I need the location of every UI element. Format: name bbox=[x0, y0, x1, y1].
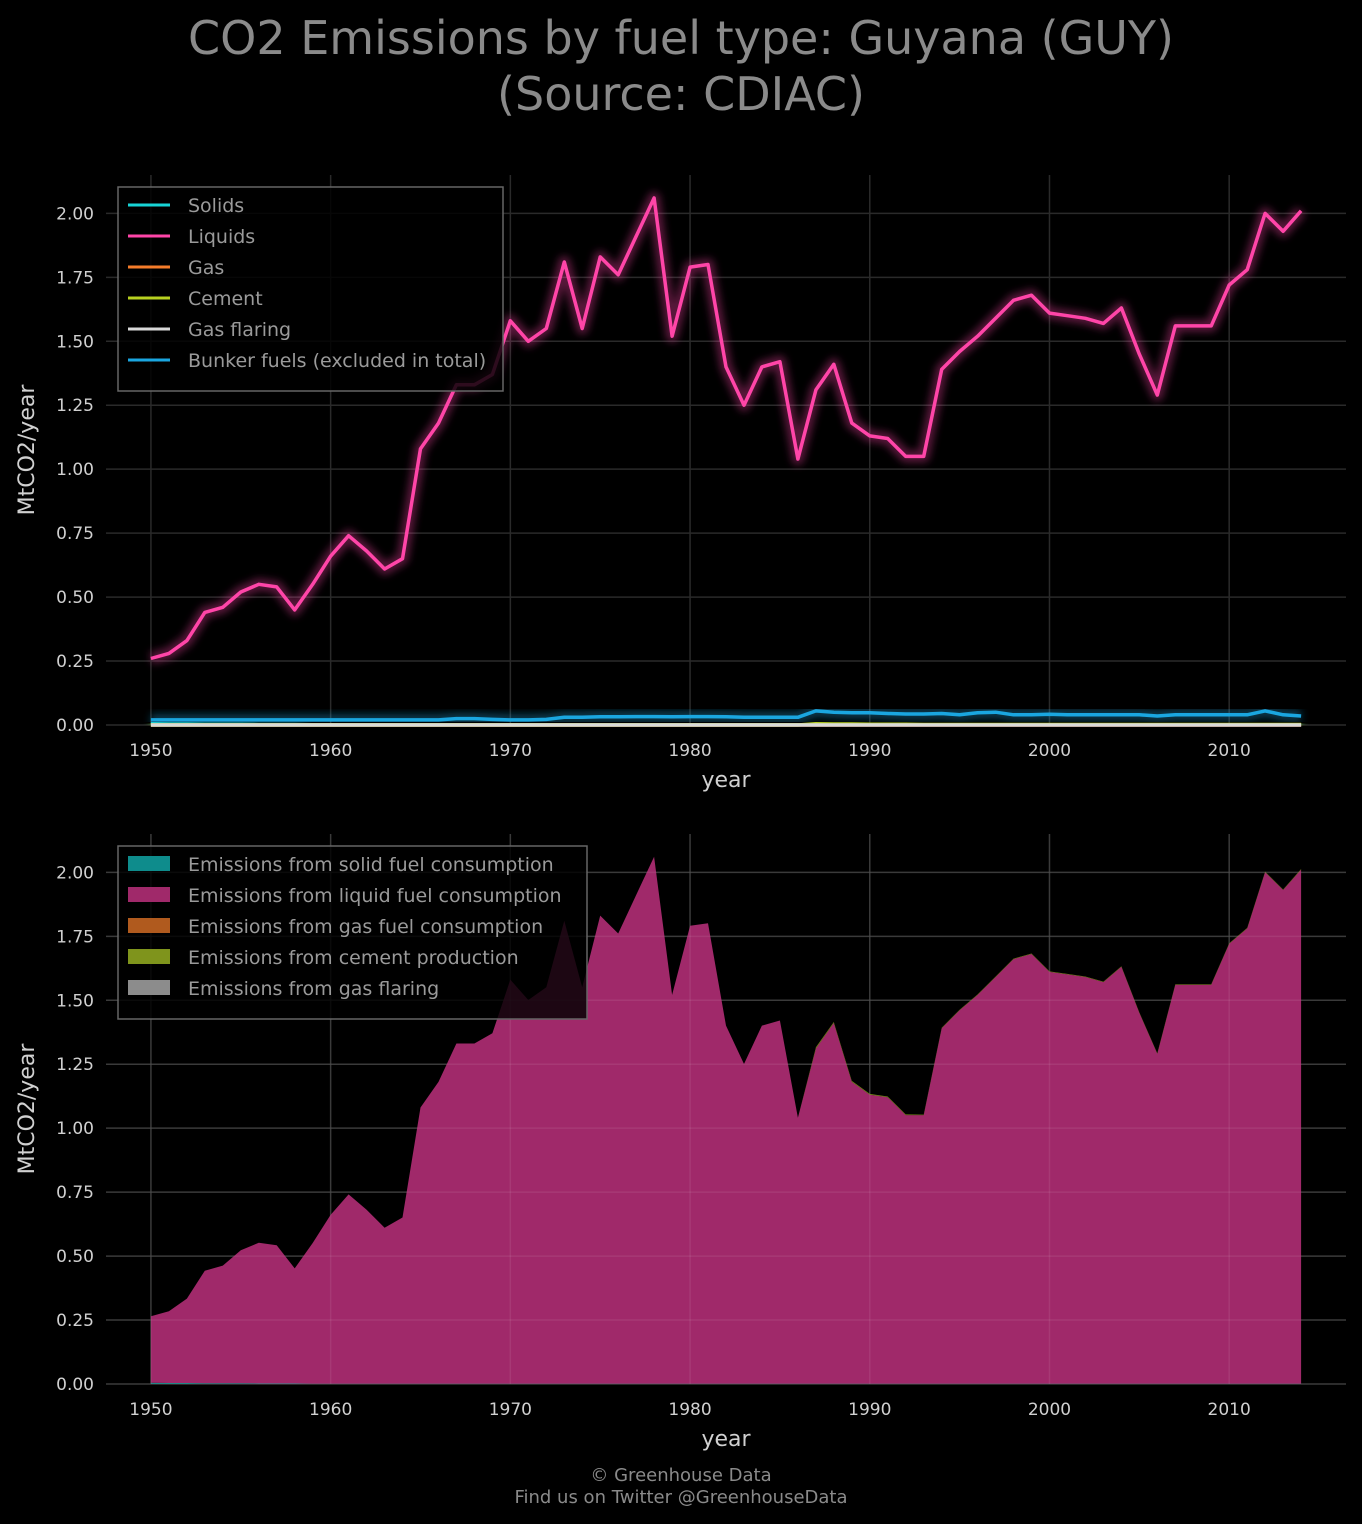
legend-box bbox=[117, 186, 504, 392]
x-axis-label: year bbox=[701, 768, 751, 793]
area-series bbox=[150, 1382, 1302, 1384]
y-tick-label: 0.50 bbox=[56, 1247, 94, 1267]
y-tick-label: 1.00 bbox=[56, 460, 94, 480]
x-tick-label: 1980 bbox=[668, 1400, 711, 1420]
x-tick-label: 2000 bbox=[1028, 741, 1071, 761]
y-tick-label: 1.25 bbox=[56, 396, 94, 416]
legend-label: Cement bbox=[188, 288, 263, 310]
y-tick-label: 1.50 bbox=[56, 991, 94, 1011]
legend-label: Emissions from gas fuel consumption bbox=[188, 916, 543, 938]
footer-twitter: Find us on Twitter @GreenhouseData bbox=[514, 1487, 848, 1508]
legend-label: Gas bbox=[188, 257, 224, 279]
x-tick-label: 2000 bbox=[1028, 1400, 1071, 1420]
legend-label: Bunker fuels (excluded in total) bbox=[188, 350, 486, 372]
footer-copyright: © Greenhouse Data bbox=[590, 1465, 772, 1486]
x-tick-label: 1990 bbox=[848, 1400, 891, 1420]
y-tick-label: 1.75 bbox=[56, 927, 94, 947]
x-tick-label: 1990 bbox=[848, 741, 891, 761]
legend-box bbox=[117, 845, 588, 1020]
x-tick-label: 1970 bbox=[489, 741, 532, 761]
y-tick-label: 1.50 bbox=[56, 332, 94, 352]
chart-title: CO2 Emissions by fuel type: Guyana (GUY)… bbox=[0, 10, 1362, 122]
x-tick-label: 1970 bbox=[489, 1400, 532, 1420]
legend-label: Solids bbox=[188, 195, 244, 217]
legend-label: Emissions from gas flaring bbox=[188, 978, 439, 1000]
y-tick-label: 0.75 bbox=[56, 1183, 94, 1203]
area-chart-panel: 1950 1960 1970 1980 1990 2000 2010 0.00 0.25 0.50… bbox=[15, 834, 1346, 1452]
footer: © Greenhouse Data Find us on Twitter @Gr… bbox=[0, 1465, 1362, 1509]
x-tick-label: 2010 bbox=[1208, 1400, 1251, 1420]
legend-swatch bbox=[128, 980, 170, 995]
legend-swatch bbox=[128, 918, 170, 933]
y-tick-label: 2.00 bbox=[56, 204, 94, 224]
y-tick-label: 2.00 bbox=[56, 863, 94, 883]
x-axis-label: year bbox=[701, 1427, 751, 1452]
y-tick-label: 1.25 bbox=[56, 1055, 94, 1075]
legend-label: Liquids bbox=[188, 226, 255, 248]
area-series bbox=[150, 856, 1302, 1384]
y-axis-label: MtCO2/year bbox=[15, 1043, 40, 1175]
chart-title-line2: (Source: CDIAC) bbox=[497, 67, 865, 121]
legend-swatch bbox=[128, 949, 170, 964]
legend-swatch bbox=[128, 887, 170, 902]
y-tick-label: 0.00 bbox=[56, 716, 94, 736]
y-tick-label: 0.50 bbox=[56, 588, 94, 608]
x-tick-label: 1960 bbox=[309, 1400, 352, 1420]
x-tick-label: 1960 bbox=[309, 741, 352, 761]
legend-label: Emissions from solid fuel consumption bbox=[188, 854, 554, 876]
legend-label: Gas flaring bbox=[188, 319, 291, 341]
y-tick-label: 0.25 bbox=[56, 1311, 94, 1331]
x-tick-label: 1950 bbox=[129, 1400, 172, 1420]
line-chart-panel: 1950 1960 1970 1980 1990 2000 2010 0.00 0.25 0.50… bbox=[15, 175, 1346, 793]
y-tick-label: 1.00 bbox=[56, 1119, 94, 1139]
x-tick-label: 2010 bbox=[1208, 741, 1251, 761]
series-line bbox=[150, 196, 1303, 661]
x-tick-label: 1980 bbox=[668, 741, 711, 761]
y-axis-label: MtCO2/year bbox=[15, 384, 40, 516]
legend-label: Emissions from cement production bbox=[188, 947, 519, 969]
legend-swatch bbox=[128, 856, 170, 871]
y-tick-label: 0.25 bbox=[56, 652, 94, 672]
x-tick-label: 1950 bbox=[129, 741, 172, 761]
y-tick-label: 1.75 bbox=[56, 268, 94, 288]
legend-label: Emissions from liquid fuel consumption bbox=[188, 885, 562, 907]
y-tick-label: 0.00 bbox=[56, 1375, 94, 1395]
chart-title-line1: CO2 Emissions by fuel type: Guyana (GUY) bbox=[188, 11, 1174, 65]
y-tick-label: 0.75 bbox=[56, 524, 94, 544]
